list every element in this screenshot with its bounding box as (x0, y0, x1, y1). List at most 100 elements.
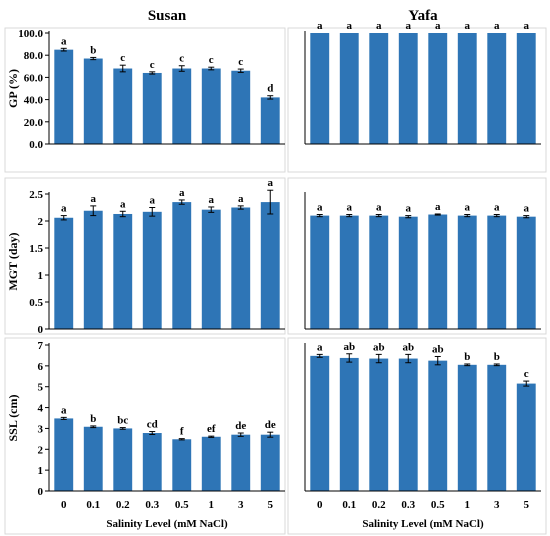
bar (369, 33, 389, 144)
significance-letter: c (524, 368, 529, 380)
y-tick-label: 80.0 (24, 50, 44, 62)
bar (310, 33, 330, 144)
y-tick-label: 20.0 (24, 117, 44, 129)
bar (457, 33, 477, 144)
bar (516, 33, 536, 144)
x-tick-label: 0 (317, 499, 323, 511)
significance-letter: a (406, 203, 412, 215)
y-tick-label: 0 (38, 324, 44, 336)
bar (201, 436, 221, 491)
bar (487, 364, 507, 491)
bar (369, 358, 389, 491)
significance-letter: c (209, 54, 214, 66)
bar (201, 68, 221, 144)
panel-border (4, 337, 286, 535)
significance-letter: a (179, 187, 185, 199)
bar (142, 433, 162, 491)
significance-letter: a (347, 202, 353, 214)
bar (260, 202, 280, 329)
significance-letter: a (317, 202, 323, 214)
bar (487, 33, 507, 144)
significance-letter: a (238, 193, 244, 205)
significance-letter: cd (147, 419, 158, 431)
y-tick-label: 7 (38, 340, 44, 352)
bar (54, 418, 74, 491)
significance-letter: de (265, 419, 276, 431)
x-tick-label: 0.3 (401, 499, 415, 511)
significance-letter: a (465, 202, 471, 214)
significance-letter: b (464, 351, 470, 363)
significance-letter: a (61, 35, 67, 47)
y-tick-label: 0 (38, 486, 44, 498)
bar (231, 70, 251, 144)
significance-letter: a (435, 201, 441, 213)
y-tick-label: 0.5 (29, 297, 43, 309)
significance-letter: c (238, 56, 243, 68)
significance-letter: a (317, 341, 323, 353)
bar (231, 434, 251, 491)
x-tick-label: 0.5 (431, 499, 445, 511)
significance-letter: b (90, 413, 96, 425)
bar (54, 217, 74, 329)
x-tick-label: 0.2 (372, 499, 386, 511)
bar (428, 33, 448, 144)
panel-border (4, 177, 286, 335)
y-tick-label: 5 (38, 382, 44, 394)
bar (260, 434, 280, 491)
y-tick-label: 100.0 (18, 28, 43, 40)
significance-letter: d (267, 83, 273, 95)
significance-letter: a (120, 198, 126, 210)
bar (113, 428, 133, 491)
bar (172, 202, 192, 329)
panel-title: Yafa (408, 8, 438, 24)
x-tick-label: 0.1 (86, 499, 100, 511)
y-tick-label: 2.5 (29, 189, 43, 201)
y-tick-label: 6 (38, 361, 44, 373)
y-tick-label: 1.5 (29, 243, 43, 255)
significance-letter: ab (343, 341, 355, 353)
y-axis-label: GP (%) (6, 69, 20, 108)
y-axis-label: MGT (day) (6, 232, 20, 290)
x-axis-label: Salinity Level (mM NaCl) (362, 518, 484, 530)
bar (172, 68, 192, 144)
y-tick-label: 3 (38, 423, 44, 435)
significance-letter: b (494, 351, 500, 363)
bar (83, 426, 103, 491)
bar (142, 72, 162, 144)
bar (83, 58, 103, 144)
panel-title: Susan (148, 8, 187, 24)
y-tick-label: 1 (38, 465, 44, 477)
panel-border (287, 27, 547, 173)
bar (369, 215, 389, 329)
significance-letter: c (179, 53, 184, 65)
significance-letter: a (435, 20, 441, 32)
y-tick-label: 4 (38, 403, 44, 415)
bar (113, 213, 133, 329)
significance-letter: a (61, 203, 67, 215)
y-tick-label: 1 (38, 270, 44, 282)
x-tick-label: 1 (209, 499, 215, 511)
significance-letter: c (150, 59, 155, 71)
significance-letter: a (347, 20, 353, 32)
x-tick-label: 5 (268, 499, 274, 511)
bar (339, 357, 359, 491)
y-axis-label: SSL (cm) (6, 394, 20, 441)
x-tick-label: 5 (524, 499, 530, 511)
bar (142, 211, 162, 329)
x-tick-label: 0.3 (145, 499, 159, 511)
significance-letter: a (465, 20, 471, 32)
y-tick-label: 2 (38, 444, 44, 456)
significance-letter: a (209, 194, 215, 206)
x-tick-label: 0 (61, 499, 67, 511)
significance-letter: a (61, 404, 67, 416)
bar (457, 364, 477, 491)
bar (83, 210, 103, 329)
bar (54, 49, 74, 144)
significance-letter: f (180, 426, 184, 438)
bar (113, 68, 133, 144)
bar (516, 216, 536, 329)
bar (172, 439, 192, 491)
significance-letter: a (494, 202, 500, 214)
panel-border (287, 337, 547, 535)
significance-letter: a (524, 20, 530, 32)
